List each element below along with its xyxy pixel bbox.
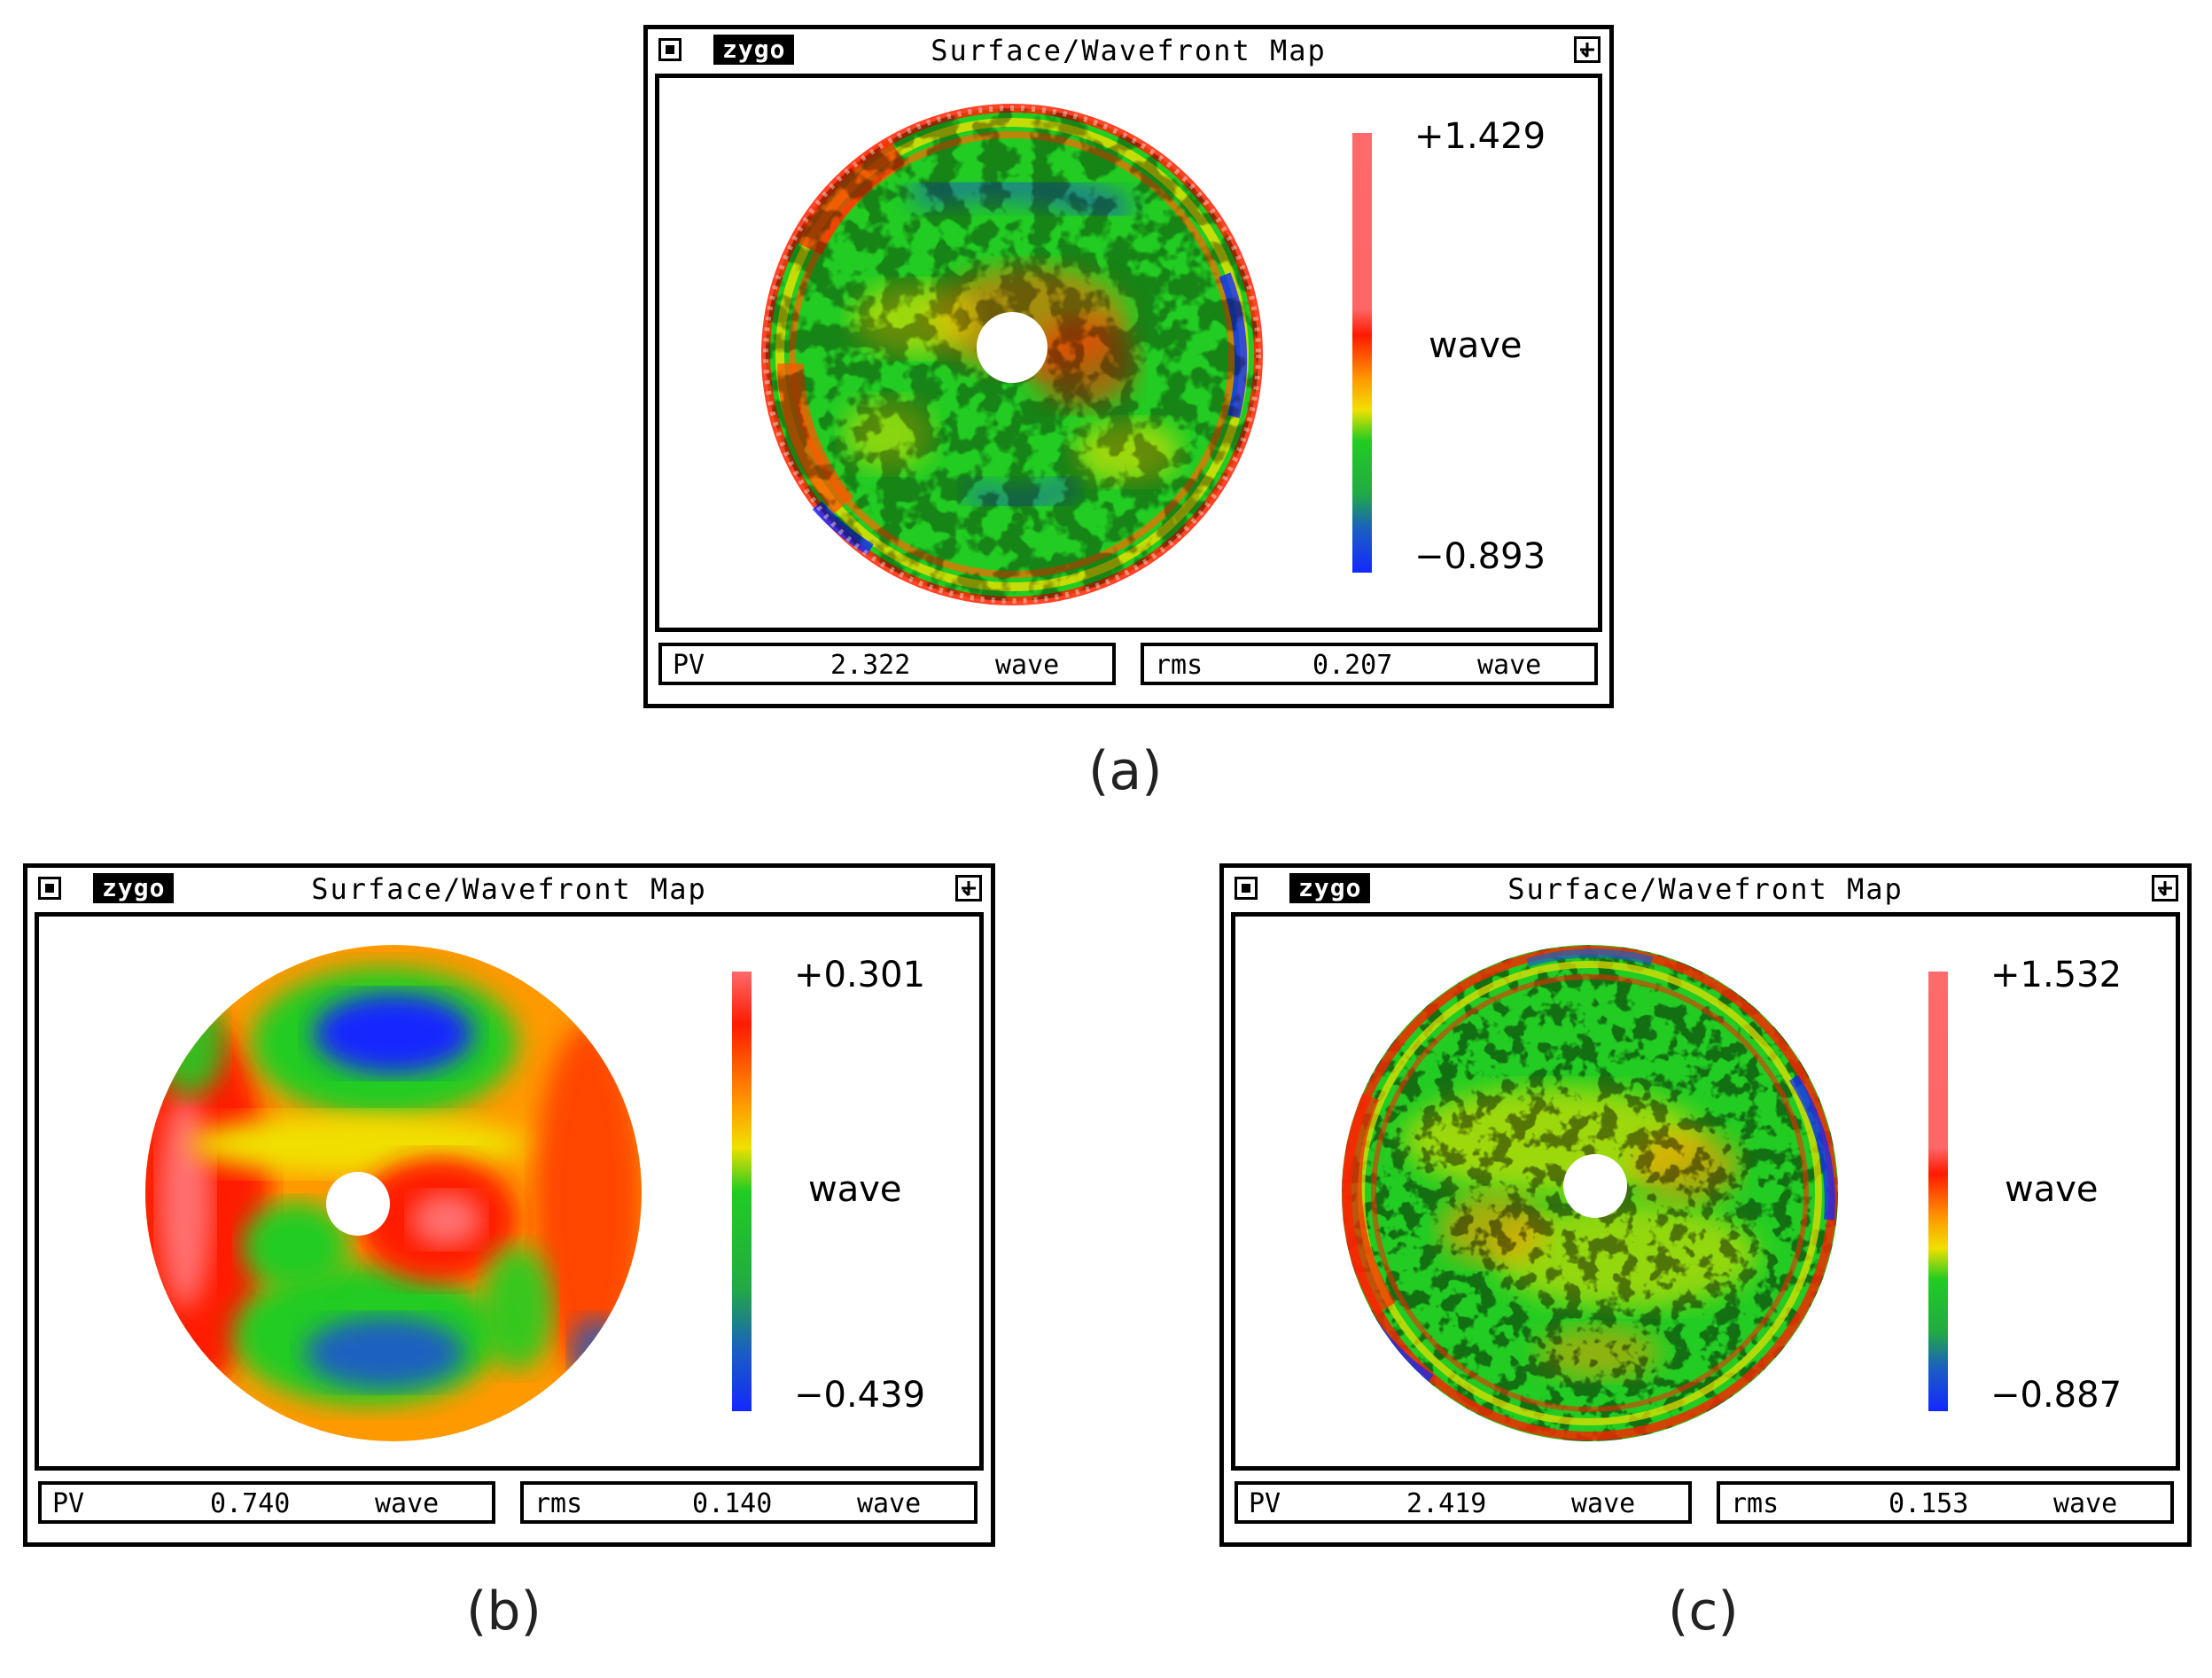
colorbar-unit: wave — [808, 1169, 902, 1210]
close-box-icon[interactable] — [658, 38, 682, 61]
rms-value: 0.207 — [1312, 650, 1393, 681]
colorbar — [1352, 133, 1372, 573]
surface-map-b — [145, 945, 642, 1441]
rms-unit: wave — [1477, 650, 1542, 681]
close-box-icon[interactable] — [38, 877, 61, 900]
pv-label: PV — [52, 1488, 85, 1519]
pv-box: PV 2.322 wave — [658, 643, 1116, 685]
rms-value: 0.140 — [692, 1488, 773, 1519]
rms-box: rms 0.207 wave — [1141, 643, 1598, 685]
colorbar-unit: wave — [1429, 325, 1523, 366]
colorbar-min: −0.439 — [794, 1375, 926, 1416]
pv-value: 0.740 — [210, 1488, 291, 1519]
plot-area: +0.301 wave −0.439 — [35, 912, 984, 1471]
rms-box: rms 0.140 wave — [520, 1481, 977, 1524]
rms-label: rms — [1731, 1488, 1780, 1519]
rms-unit: wave — [2053, 1488, 2118, 1519]
plot-area: +1.429 wave −0.893 — [655, 74, 1602, 632]
plot-area: +1.532 wave −0.887 — [1231, 912, 2180, 1471]
pv-label: PV — [673, 650, 705, 681]
pv-unit: wave — [1571, 1488, 1636, 1519]
pv-box: PV 0.740 wave — [38, 1481, 495, 1524]
resize-icon[interactable] — [1574, 36, 1601, 63]
pv-value: 2.322 — [830, 650, 911, 681]
window-a: zygo Surface/Wavefront Map + — [643, 25, 1614, 708]
rms-label: rms — [1155, 650, 1203, 681]
close-box-icon[interactable] — [1235, 877, 1258, 900]
window-b: zygo Surface/Wavefront Map — [23, 863, 995, 1547]
colorbar-min: −0.893 — [1414, 536, 1546, 577]
rms-value: 0.153 — [1889, 1488, 1969, 1519]
surface-map-a — [755, 98, 1269, 612]
window-title: Surface/Wavefront Map — [311, 872, 707, 906]
zygo-logo: zygo — [93, 873, 175, 903]
surface-map-c — [1342, 945, 1838, 1441]
caption-c: (c) — [1668, 1580, 1739, 1643]
rms-label: rms — [534, 1488, 583, 1519]
window-title: Surface/Wavefront Map — [1507, 872, 1904, 906]
pv-label: PV — [1249, 1488, 1281, 1519]
resize-icon[interactable] — [2152, 875, 2178, 901]
caption-a: (a) — [1088, 740, 1163, 802]
colorbar-min: −0.887 — [1990, 1375, 2122, 1416]
zygo-logo: zygo — [1289, 873, 1371, 903]
caption-b: (b) — [466, 1580, 541, 1643]
colorbar — [1928, 972, 1948, 1411]
pv-value: 2.419 — [1406, 1488, 1487, 1519]
zygo-logo: zygo — [713, 35, 795, 65]
window-title: Surface/Wavefront Map — [931, 34, 1327, 67]
colorbar-max: +1.429 — [1414, 116, 1546, 157]
title-bar[interactable]: zygo Surface/Wavefront Map — [27, 868, 991, 909]
window-c: zygo Surface/Wavefront Map — [1219, 863, 2192, 1547]
rms-unit: wave — [857, 1488, 922, 1519]
title-bar[interactable]: zygo Surface/Wavefront Map — [648, 29, 1609, 70]
title-bar[interactable]: zygo Surface/Wavefront Map — [1224, 868, 2187, 909]
pv-box: PV 2.419 wave — [1235, 1481, 1692, 1524]
rms-box: rms 0.153 wave — [1717, 1481, 2174, 1524]
resize-icon[interactable] — [955, 875, 982, 901]
colorbar-max: +1.532 — [1990, 955, 2122, 995]
colorbar-max: +0.301 — [794, 955, 926, 995]
colorbar — [732, 972, 752, 1411]
pv-unit: wave — [375, 1488, 440, 1519]
pv-unit: wave — [995, 650, 1060, 681]
colorbar-unit: wave — [2005, 1169, 2099, 1210]
